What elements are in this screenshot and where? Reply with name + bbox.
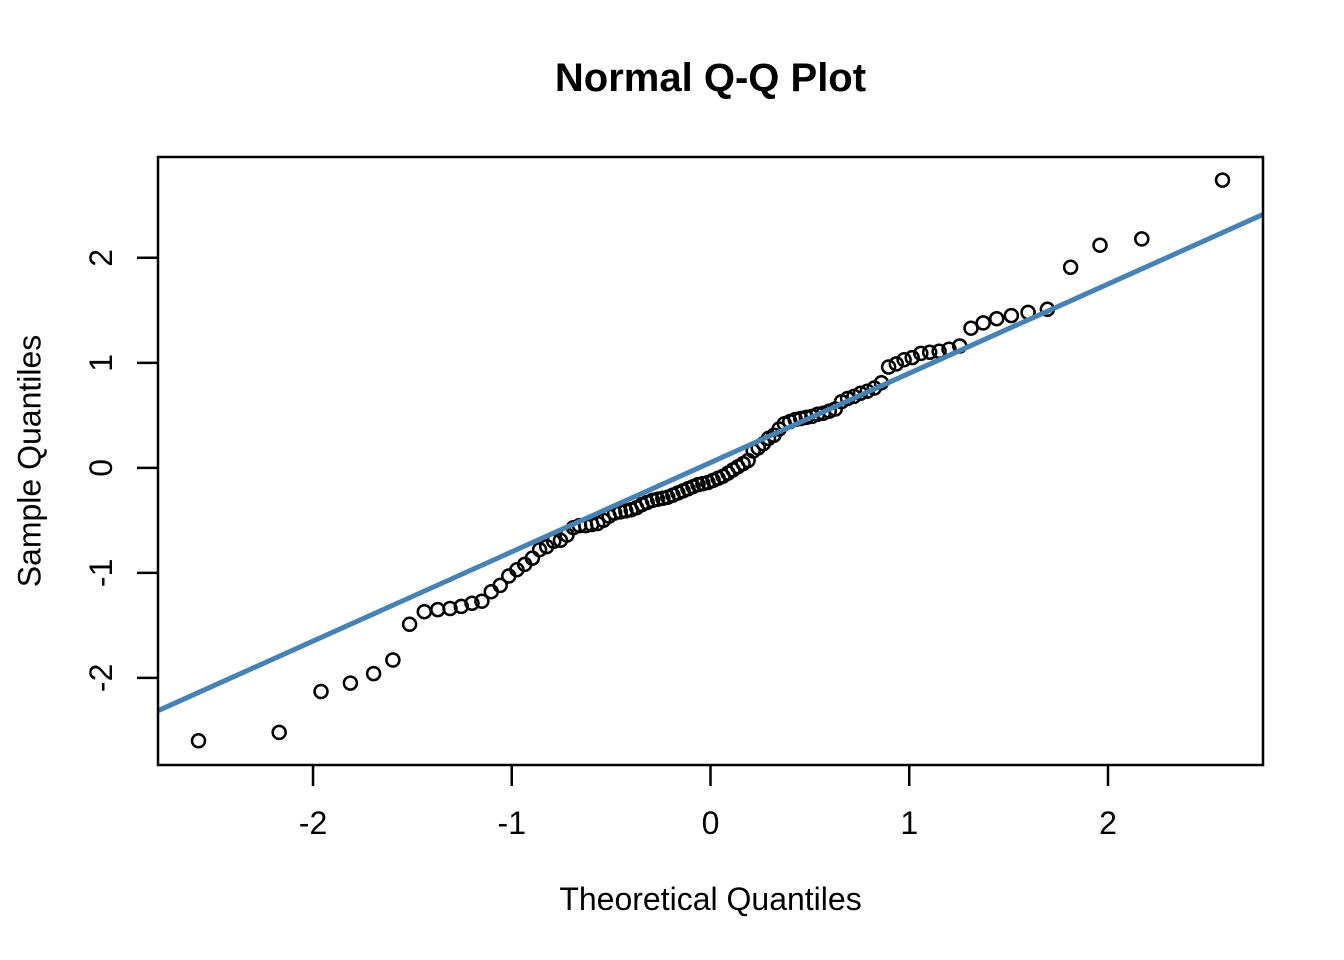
data-point	[342, 675, 359, 691]
data-point	[442, 600, 458, 617]
data-point	[913, 345, 929, 362]
data-point	[1214, 172, 1231, 188]
data-point	[531, 541, 548, 558]
data-point	[401, 616, 418, 633]
data-point	[1003, 307, 1020, 324]
data-point	[1062, 259, 1079, 276]
data-point	[888, 356, 905, 372]
data-point	[492, 577, 508, 594]
data-point	[474, 593, 490, 609]
data-point	[880, 359, 897, 375]
data-point	[1134, 231, 1150, 247]
data-point	[1092, 237, 1108, 253]
data-point	[313, 683, 329, 700]
data-point	[988, 310, 1005, 327]
y-tick-label: 0	[83, 459, 119, 477]
y-tick-label: -1	[83, 559, 119, 587]
y-axis-label: Sample Quantiles	[11, 334, 48, 588]
x-tick-label: -2	[299, 805, 327, 841]
data-point	[271, 724, 287, 741]
data-point	[904, 349, 920, 366]
x-tick-label: 1	[900, 805, 918, 841]
y-tick-label: -2	[83, 664, 119, 692]
data-point	[365, 665, 382, 682]
data-point	[975, 315, 991, 331]
data-point	[416, 603, 433, 620]
plot-title: Normal Q-Q Plot	[554, 56, 867, 100]
data-point	[896, 351, 912, 368]
qq-reference-line	[156, 212, 1265, 713]
x-tick-label: 2	[1099, 805, 1117, 841]
data-point	[453, 598, 470, 615]
x-tick-label: -1	[498, 805, 526, 841]
data-point	[464, 595, 480, 612]
x-tick-label: 0	[702, 805, 720, 841]
x-axis-label: Theoretical Quantiles	[559, 881, 862, 917]
y-tick-label: 1	[83, 354, 119, 372]
data-point	[190, 733, 207, 749]
data-point	[963, 320, 979, 336]
y-tick-label: 2	[83, 249, 119, 267]
data-point	[921, 344, 938, 361]
data-point	[385, 652, 401, 668]
